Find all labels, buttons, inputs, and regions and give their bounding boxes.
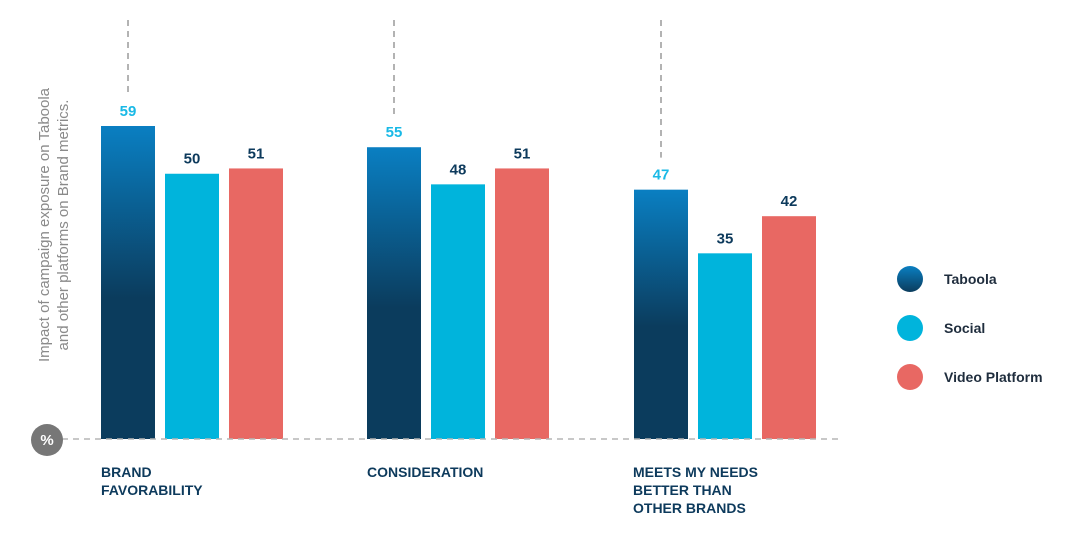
category-label-consideration: CONSIDERATION <box>367 463 483 481</box>
value-label-social-1: 48 <box>450 161 467 178</box>
legend-label: Taboola <box>944 271 997 287</box>
category-label-line: CONSIDERATION <box>367 464 484 480</box>
category-label-line: MEETS MY NEEDS <box>633 464 758 480</box>
legend: Taboola Social Video Platform <box>897 266 1043 413</box>
legend-item-social: Social <box>897 315 1043 341</box>
value-label-social-0: 50 <box>184 151 201 168</box>
legend-swatch-social <box>897 315 923 341</box>
value-label-video-platform-0: 51 <box>248 145 265 162</box>
bar-social-0 <box>165 173 219 439</box>
category-label-line: FAVORABILITY <box>101 482 203 498</box>
value-label-social-2: 35 <box>717 230 734 247</box>
bar-video-platform-1 <box>495 168 549 439</box>
bar-video-platform-2 <box>762 216 816 439</box>
bar-social-1 <box>431 184 485 439</box>
category-label-brand-favorability: BRAND FAVORABILITY <box>101 463 203 499</box>
category-label-line: BRAND <box>101 464 152 480</box>
value-label-taboola-0: 59 <box>120 103 137 120</box>
category-label-line: BETTER THAN <box>633 482 732 498</box>
percent-badge: % <box>31 424 63 456</box>
value-label-taboola-2: 47 <box>653 167 670 184</box>
value-label-taboola-1: 55 <box>386 124 403 141</box>
legend-item-video-platform: Video Platform <box>897 364 1043 390</box>
value-label-video-platform-1: 51 <box>514 145 531 162</box>
bar-taboola-0 <box>101 126 155 439</box>
bar-taboola-1 <box>367 147 421 439</box>
bar-video-platform-0 <box>229 168 283 439</box>
bar-social-2 <box>698 253 752 439</box>
y-axis-label: Impact of campaign exposure on Taboola a… <box>32 60 76 390</box>
bar-taboola-2 <box>634 189 688 439</box>
legend-swatch-taboola <box>897 266 923 292</box>
legend-swatch-video-platform <box>897 364 923 390</box>
category-label-meets-my-needs: MEETS MY NEEDS BETTER THAN OTHER BRANDS <box>633 463 758 517</box>
y-axis-label-line-2: and other platforms on Brand metrics. <box>55 99 73 351</box>
legend-item-taboola: Taboola <box>897 266 1043 292</box>
y-axis-label-line-1: Impact of campaign exposure on Taboola <box>36 87 54 363</box>
legend-label: Social <box>944 320 986 336</box>
legend-label: Video Platform <box>944 369 1043 385</box>
category-label-line: OTHER BRANDS <box>633 500 746 516</box>
value-label-video-platform-2: 42 <box>781 193 798 210</box>
